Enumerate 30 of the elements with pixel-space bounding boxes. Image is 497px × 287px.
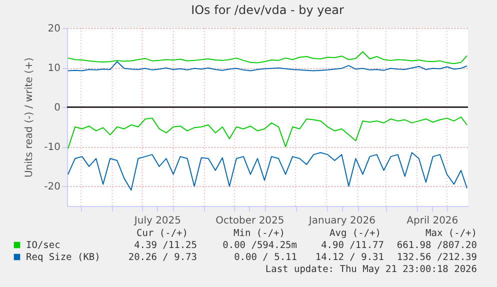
x-tick-label: July 2025 — [133, 216, 182, 226]
text: Max (-/+) — [426, 228, 477, 239]
text: Cur (-/+) — [136, 228, 188, 239]
text: 0.00 / 5.11 — [234, 252, 298, 263]
line-series — [68, 116, 468, 150]
line-series — [68, 51, 468, 64]
line-series — [68, 61, 468, 72]
y-tick-label: -20 — [44, 182, 60, 193]
y-tick-label: 10 — [48, 63, 60, 74]
text: 0.00 /594.25m — [222, 240, 298, 251]
line-series — [68, 152, 468, 191]
legend-label: IO/sec — [26, 240, 60, 251]
text: Avg (-/+) — [330, 228, 381, 239]
x-tick-label: October 2025 — [216, 216, 284, 226]
text: 4.39 /11.25 — [134, 240, 197, 251]
text: 14.12 / 9.31 — [315, 252, 384, 263]
text: 4.90 /11.77 — [321, 240, 384, 251]
y-tick-label: 0 — [54, 102, 60, 114]
x-tick-label: January 2026 — [308, 216, 376, 226]
y-tick-label: 20 — [48, 24, 60, 34]
text: Min (-/+) — [234, 228, 285, 239]
x-tick-label: April 2026 — [406, 216, 458, 226]
y-tick-label: -10 — [44, 142, 60, 154]
text: Last update: Thu May 21 23:00:18 2026 — [265, 264, 478, 275]
text: 132.56 /212.39 — [396, 252, 478, 263]
y-axis-title: Units read (-) / write (+) — [24, 57, 36, 178]
text: 20.26 / 9.73 — [128, 252, 197, 263]
chart-title: IOs for /dev/vda - by year — [191, 3, 344, 17]
text: 661.98 /807.20 — [396, 240, 478, 251]
legend-label: Req Size (KB) — [26, 252, 100, 263]
